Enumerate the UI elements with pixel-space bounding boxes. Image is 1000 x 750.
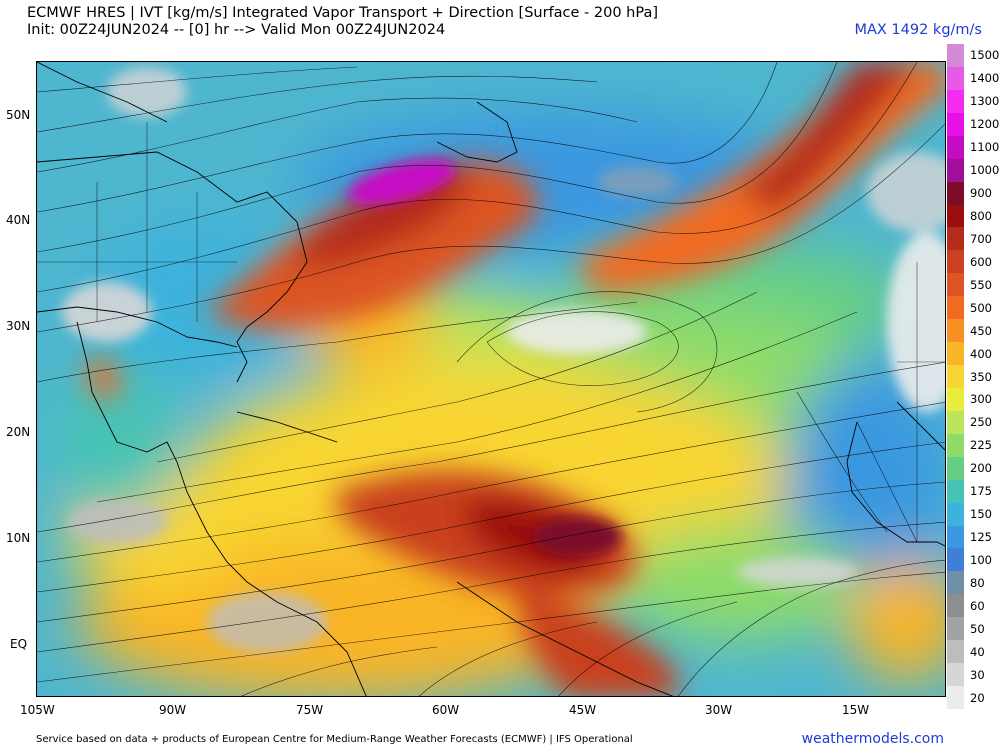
- colorbar-segment: [947, 135, 964, 160]
- streamlines: [37, 62, 945, 696]
- colorbar-label: 40: [970, 644, 985, 659]
- colorbar-label: 250: [970, 415, 992, 430]
- colorbar-segment: [947, 456, 964, 481]
- colorbar-label: 200: [970, 461, 992, 476]
- lat-label-30n: 30N: [6, 319, 31, 333]
- colorbar-segment: [947, 525, 964, 549]
- chart-title: ECMWF HRES | IVT [kg/m/s] Integrated Vap…: [27, 5, 658, 39]
- colorbar-label: 800: [970, 208, 992, 223]
- colorbar-segment: [947, 112, 964, 137]
- colorbar-segment: [947, 479, 964, 504]
- colorbar: [947, 44, 964, 710]
- colorbar-label: 1300: [970, 94, 1000, 109]
- colorbar-label: 20: [970, 690, 985, 705]
- colorbar-segment: [947, 640, 964, 664]
- colorbar-segment: [947, 296, 964, 320]
- lon-label-90w: 90W: [159, 703, 187, 717]
- field-maxima: [348, 159, 622, 557]
- colorbar-label: 150: [970, 507, 992, 522]
- colorbar-label: 550: [970, 277, 992, 292]
- ivt-field: [37, 62, 945, 696]
- colorbar-segment: [947, 44, 964, 68]
- colorbar-segment: [947, 66, 964, 91]
- colorbar-label: 175: [970, 484, 992, 499]
- lat-label-eq: EQ: [10, 637, 28, 651]
- colorbar-segment: [947, 204, 964, 228]
- lon-label-60w: 60W: [432, 703, 460, 717]
- colorbar-segment: [947, 617, 964, 641]
- borders: [37, 122, 945, 542]
- colorbar-label: 400: [970, 346, 992, 361]
- lat-label-20n: 20N: [6, 425, 31, 439]
- colorbar-label: 30: [970, 667, 985, 682]
- colorbar-segment: [947, 319, 964, 343]
- colorbar-segment: [947, 273, 964, 297]
- title-line-2: Init: 00Z24JUN2024 -- [0] hr --> Valid M…: [27, 22, 446, 38]
- colorbar-segment: [947, 433, 964, 458]
- colorbar-label: 450: [970, 323, 992, 338]
- colorbar-segment: [947, 686, 964, 710]
- colorbar-label: 50: [970, 621, 985, 636]
- colorbar-label: 350: [970, 369, 992, 384]
- colorbar-segment: [947, 342, 964, 366]
- colorbar-segment: [947, 158, 964, 183]
- brand-link[interactable]: weathermodels.com: [801, 731, 944, 747]
- colorbar-label: 900: [970, 186, 992, 201]
- title-line-1: ECMWF HRES | IVT [kg/m/s] Integrated Vap…: [27, 5, 659, 21]
- colorbar-label: 300: [970, 392, 992, 407]
- colorbar-label: 600: [970, 254, 992, 269]
- colorbar-label: 60: [970, 598, 985, 613]
- lat-label-50n: 50N: [6, 108, 31, 122]
- colorbar-label: 500: [970, 300, 992, 315]
- lon-label-45w: 45W: [569, 703, 597, 717]
- field-dry-areas: [62, 67, 945, 652]
- ivt-map: [36, 61, 946, 697]
- colorbar-label: 100: [970, 552, 992, 567]
- colorbar-label: 1100: [970, 140, 1000, 155]
- colorbar-segment: [947, 387, 964, 412]
- max-value-label: MAX 1492 kg/m/s: [854, 22, 982, 38]
- colorbar-segment: [947, 410, 964, 435]
- colorbar-label: 1400: [970, 71, 1000, 86]
- colorbar-label: 700: [970, 231, 992, 246]
- lon-label-15w: 15W: [842, 703, 870, 717]
- colorbar-segment: [947, 227, 964, 251]
- lon-label-30w: 30W: [705, 703, 733, 717]
- colorbar-label: 125: [970, 530, 992, 545]
- colorbar-segment: [947, 181, 964, 205]
- lon-label-105w: 105W: [20, 703, 55, 717]
- colorbar-segment: [947, 571, 964, 595]
- colorbar-label: 1200: [970, 117, 1000, 132]
- lat-label-40n: 40N: [6, 213, 31, 227]
- colorbar-label: 225: [970, 438, 992, 453]
- colorbar-label: 1500: [970, 48, 1000, 63]
- credit-text: Service based on data + products of Euro…: [36, 734, 633, 745]
- lat-label-10n: 10N: [6, 531, 31, 545]
- colorbar-label: 1000: [970, 163, 1000, 178]
- colorbar-segment: [947, 548, 964, 572]
- colorbar-segment: [947, 663, 964, 687]
- colorbar-segment: [947, 365, 964, 389]
- colorbar-segment: [947, 502, 964, 527]
- lon-label-75w: 75W: [296, 703, 324, 717]
- colorbar-segment: [947, 89, 964, 114]
- colorbar-segment: [947, 594, 964, 618]
- colorbar-label: 80: [970, 575, 985, 590]
- colorbar-segment: [947, 250, 964, 274]
- coastlines: [37, 62, 945, 696]
